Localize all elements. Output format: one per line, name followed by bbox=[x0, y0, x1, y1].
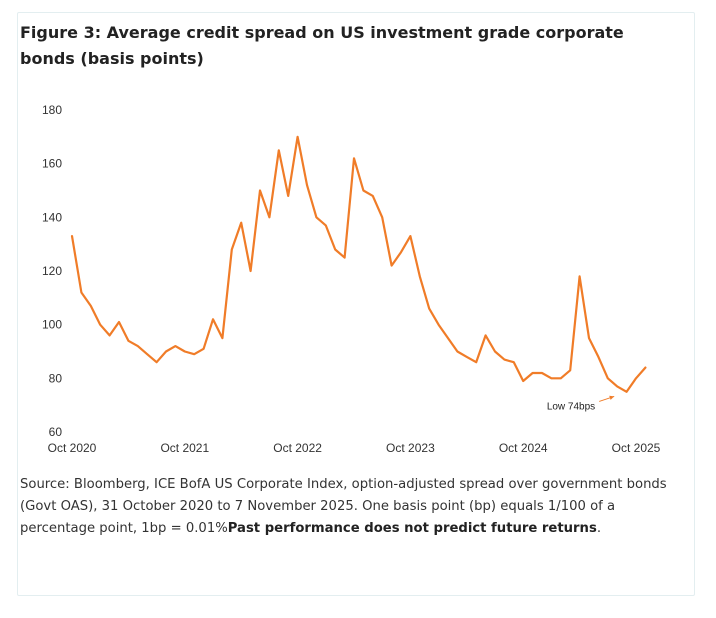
x-tick-label: Oct 2025 bbox=[612, 441, 661, 455]
x-axis: Oct 2020 Oct 2021 Oct 2022 Oct 2023 Oct 2024… bbox=[48, 441, 661, 455]
y-tick-label: 180 bbox=[42, 103, 62, 117]
y-tick-label: 140 bbox=[42, 210, 62, 224]
series-line-credit-spread bbox=[70, 135, 647, 393]
low-annotation: Low 74bps bbox=[547, 395, 615, 412]
annotation-arrowhead bbox=[609, 395, 615, 400]
y-tick-label: 160 bbox=[42, 157, 62, 171]
past-performance-disclaimer: Past performance does not predict future… bbox=[227, 521, 597, 536]
x-tick-label: Oct 2022 bbox=[273, 441, 322, 455]
y-tick-label: 60 bbox=[49, 425, 63, 439]
source-text: Source: Bloomberg, ICE BofA US Corporate… bbox=[20, 477, 667, 536]
x-tick-label: Oct 2023 bbox=[386, 441, 435, 455]
source-note: Source: Bloomberg, ICE BofA US Corporate… bbox=[20, 474, 670, 540]
x-tick-label: Oct 2024 bbox=[499, 441, 548, 455]
y-tick-label: 120 bbox=[42, 264, 62, 278]
annotation-label: Low 74bps bbox=[547, 401, 595, 412]
source-end-punctuation: . bbox=[596, 521, 602, 536]
figure-card bbox=[17, 12, 695, 596]
x-tick-label: Oct 2021 bbox=[160, 441, 209, 455]
y-tick-label: 100 bbox=[42, 318, 62, 332]
y-tick-label: 80 bbox=[49, 371, 63, 385]
y-axis: 60 80 100 120 140 160 180 bbox=[42, 103, 62, 439]
chart-title: Figure 3: Average credit spread on US in… bbox=[20, 23, 624, 68]
x-tick-label: Oct 2020 bbox=[48, 441, 97, 455]
